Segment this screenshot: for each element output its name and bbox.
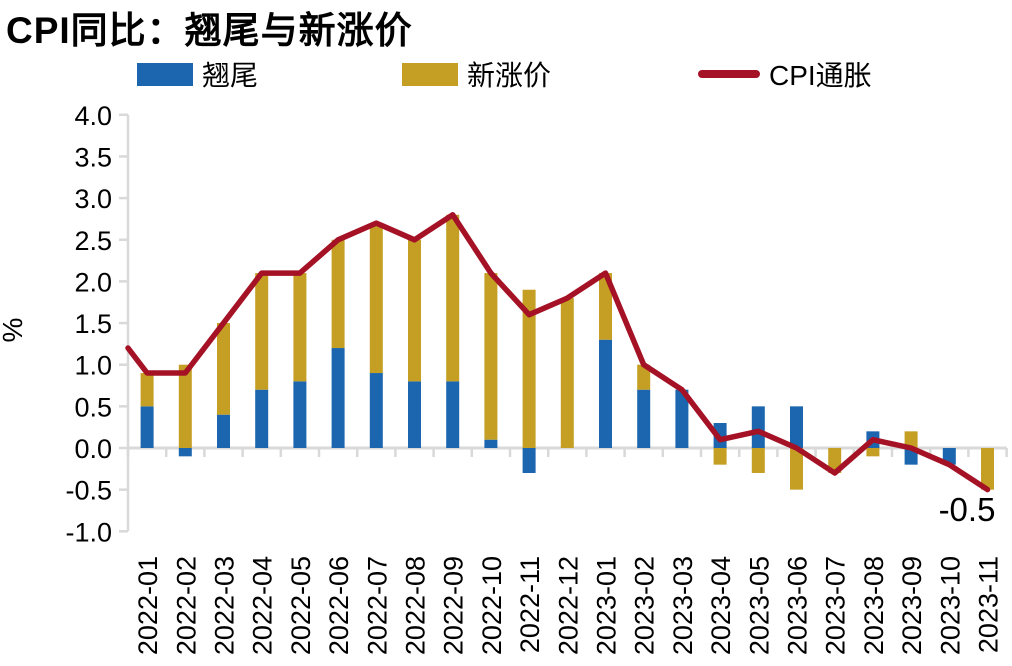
legend-item-carryover: 翘尾 [137,59,258,91]
y-tick-label: 0.0 [74,434,112,464]
bar-segment-newprice [866,448,880,457]
last-value-annotation: -0.5 [939,491,996,528]
carryover-legend-label: 翘尾 [202,60,259,91]
y-tick-label: -0.5 [65,476,112,506]
bar-segment-carryover [599,339,612,448]
y-tick-label: 3.0 [74,184,112,214]
bar-segment-newprice [408,239,421,382]
y-tick-label: 2.0 [74,267,112,297]
bar-segment-newprice [331,239,345,349]
x-tick-label: 2023-11 [974,556,1004,653]
x-tick-label: 2022-11 [515,556,545,653]
x-tick-label: 2023-06 [783,556,813,655]
legend-item-cpi-line: CPI通胀 [698,59,872,91]
x-tick-label: 2023-07 [821,556,851,655]
bar-segment-newprice [293,273,307,382]
cpi-line [125,212,991,493]
svg-text:-0.5: -0.5 [939,491,996,528]
bar-segment-newprice [217,323,230,415]
bar-segment-newprice [904,431,918,448]
bar-segment-newprice [522,289,536,448]
bar-segment-carryover [331,348,345,448]
x-tick-label: 2022-12 [553,556,583,655]
x-tick-label: 2022-10 [477,556,507,655]
bar-segment-carryover [293,381,307,448]
x-tick-label: 2022-04 [248,556,278,655]
cpi-line-legend-label: CPI通胀 [769,60,872,91]
bar-segment-newprice [484,273,498,440]
bar-segment-carryover [408,381,421,448]
cpi-line-legend-swatch-icon [698,70,760,78]
y-tick-label: 0.5 [74,392,112,422]
bar-segment-carryover [790,406,803,448]
svg-text:%: % [0,318,28,343]
carryover-legend-swatch-icon [137,62,193,86]
bar-segment-newprice [637,364,651,390]
x-tick-label: 2022-09 [439,556,469,655]
bar-segment-carryover [484,439,498,448]
bar-segment-newprice [446,214,460,382]
x-tick-label: 2023-08 [859,556,889,655]
bar-segment-carryover [369,373,383,448]
y-axis: 4.0 3.5 3.0 2.5 2.0 1.5 1.0 0.5 0.0 -0.5 -1.0 [65,101,130,547]
bar-segment-carryover [637,389,651,448]
x-tick-label: 2022-08 [401,556,431,655]
legend-item-newprice: 新涨价 [402,59,551,91]
x-tick-label: 2022-02 [171,556,201,655]
bar-segment-newprice [560,298,574,448]
bar-segment-newprice [140,373,154,407]
x-tick-label: 2023-04 [706,556,736,655]
x-tick-label: 2023-09 [897,556,927,655]
bar-segment-newprice [981,448,994,490]
y-tick-label: 1.0 [74,351,112,381]
bar-segment-newprice [751,448,765,473]
x-tick-label: 2022-03 [210,556,240,655]
x-tick-label: 2022-01 [133,556,163,655]
bar-segment-carryover [140,406,154,448]
bar-segment-newprice [599,273,612,340]
chart-title: CPI同比：翘尾与新涨价 [6,10,413,51]
bar-segment-newprice [713,448,727,465]
bar-segment-carryover [217,414,230,448]
x-tick-label: 2022-06 [324,556,354,655]
y-tick-label: 1.5 [74,309,112,339]
x-tick-label: 2023-01 [592,556,622,655]
bar-segment-newprice [369,223,383,374]
bar-segment-carryover [675,389,689,448]
bar-segment-carryover [446,381,460,448]
newprice-legend-label: 新涨价 [467,60,552,91]
bar-segment-carryover [255,389,269,448]
x-tick-label: 2022-07 [362,556,392,655]
newprice-legend-swatch-icon [402,62,458,86]
bar-segment-newprice [178,364,192,448]
x-tick-label: 2023-10 [935,556,965,655]
y-tick-label: 4.0 [74,101,112,131]
y-tick-label: 3.5 [74,142,112,172]
bar-segment-carryover [751,406,765,448]
bars-group [140,214,994,490]
x-tick-label: 2022-05 [286,556,316,655]
x-tick-label: 2023-05 [744,556,774,655]
y-axis-title: % [0,318,28,343]
bar-segment-carryover [522,448,536,473]
y-tick-label: 2.5 [74,226,112,256]
y-tick-label: -1.0 [65,517,112,547]
bar-segment-newprice [790,448,803,490]
x-tick-label: 2023-02 [630,556,660,655]
bar-segment-newprice [255,273,269,390]
bar-segment-carryover [178,448,192,457]
x-tick-label: 2023-03 [668,556,698,655]
x-axis-labels: 2022-01 2022-02 2022-03 2022-04 2022-05 2022-… [133,556,1003,655]
